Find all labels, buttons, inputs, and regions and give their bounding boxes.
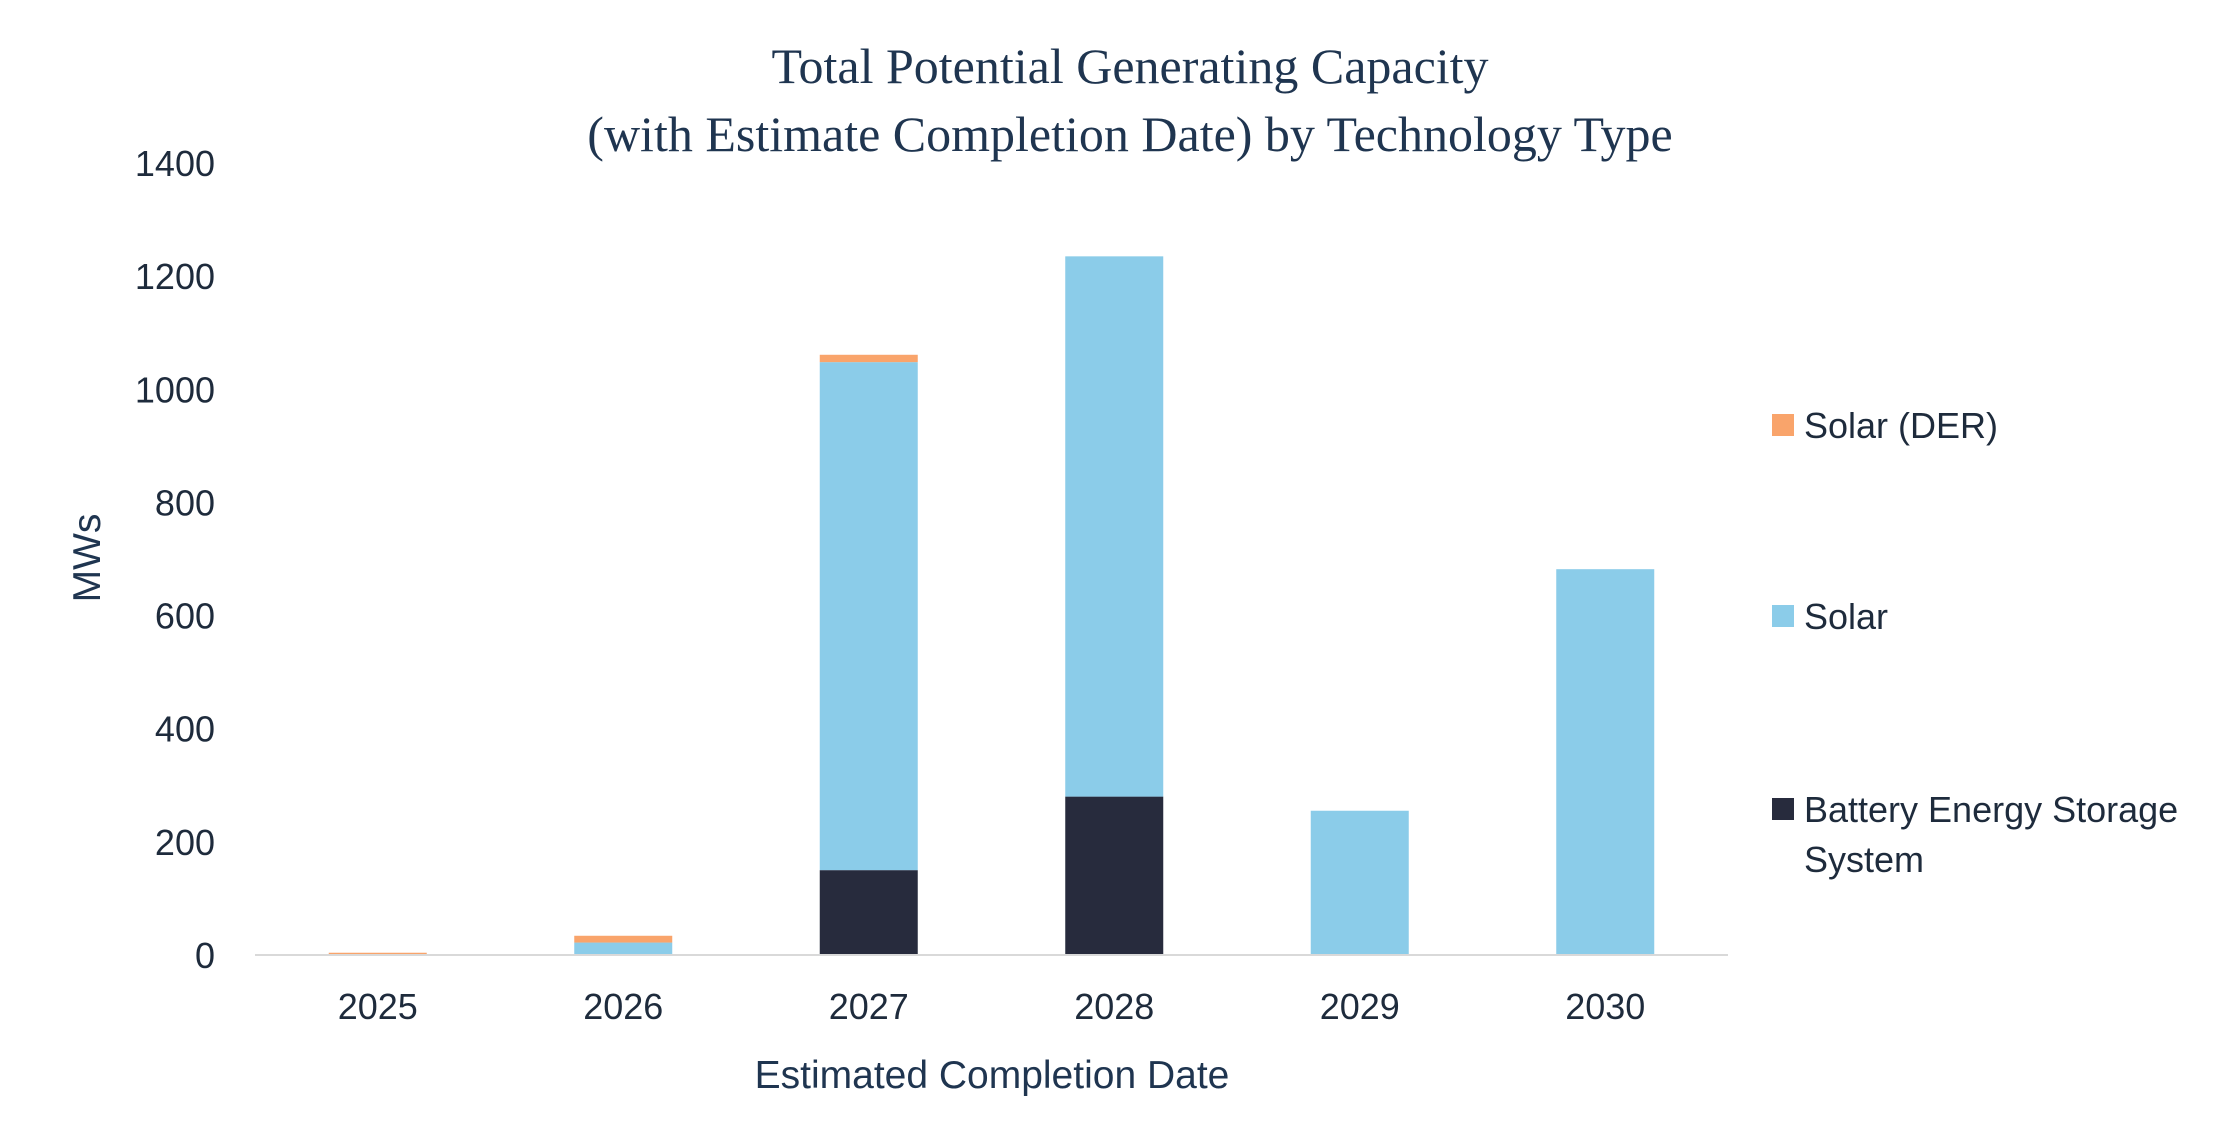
y-tick-label: 600: [155, 596, 215, 637]
legend: Solar (DER) Solar Battery Energy Storage Sy…: [1772, 405, 2178, 880]
y-tick-label: 400: [155, 709, 215, 750]
chart-title-line-1: Total Potential Generating Capacity: [771, 38, 1488, 94]
x-tick-label: 2028: [1074, 986, 1154, 1027]
x-axis-ticks: 2025 2026 2027 2028 2029 2030: [338, 986, 1646, 1027]
y-axis-ticks: 0 200 400 600 800 1000 1200 1400: [135, 143, 215, 976]
legend-swatch: [1772, 414, 1794, 436]
bar-segment: [819, 870, 918, 955]
y-tick-label: 800: [155, 482, 215, 523]
bar-segment: [819, 362, 918, 871]
legend-swatch: [1772, 605, 1794, 627]
bars: [328, 256, 1655, 955]
legend-label: Solar (DER): [1804, 405, 1998, 446]
x-axis-title: Estimated Completion Date: [755, 1054, 1230, 1097]
y-axis-title: MWs: [66, 514, 109, 603]
y-tick-label: 0: [195, 935, 215, 976]
x-tick-label: 2030: [1565, 986, 1645, 1027]
x-tick-label: 2027: [829, 986, 909, 1027]
y-tick-label: 1200: [135, 256, 215, 297]
bar-segment: [574, 935, 673, 943]
chart-title: Total Potential Generating Capacity (wit…: [587, 38, 1672, 162]
legend-label: Solar: [1804, 596, 1888, 637]
x-tick-label: 2029: [1320, 986, 1400, 1027]
legend-label: System: [1804, 839, 1924, 880]
x-tick-label: 2026: [583, 986, 663, 1027]
bar-segment: [574, 942, 673, 955]
legend-swatch: [1772, 798, 1794, 820]
chart-title-line-2: (with Estimate Completion Date) by Techn…: [587, 106, 1672, 162]
bar-segment: [1065, 796, 1164, 955]
bar-segment: [819, 354, 918, 363]
bar-segment: [1556, 569, 1655, 955]
bar-segment: [328, 952, 427, 955]
y-tick-label: 1000: [135, 369, 215, 410]
y-tick-label: 1400: [135, 143, 215, 184]
bar-segment: [1310, 810, 1409, 955]
legend-label: Battery Energy Storage: [1804, 789, 2178, 830]
bar-segment: [1065, 256, 1164, 797]
y-tick-label: 200: [155, 822, 215, 863]
x-tick-label: 2025: [338, 986, 418, 1027]
